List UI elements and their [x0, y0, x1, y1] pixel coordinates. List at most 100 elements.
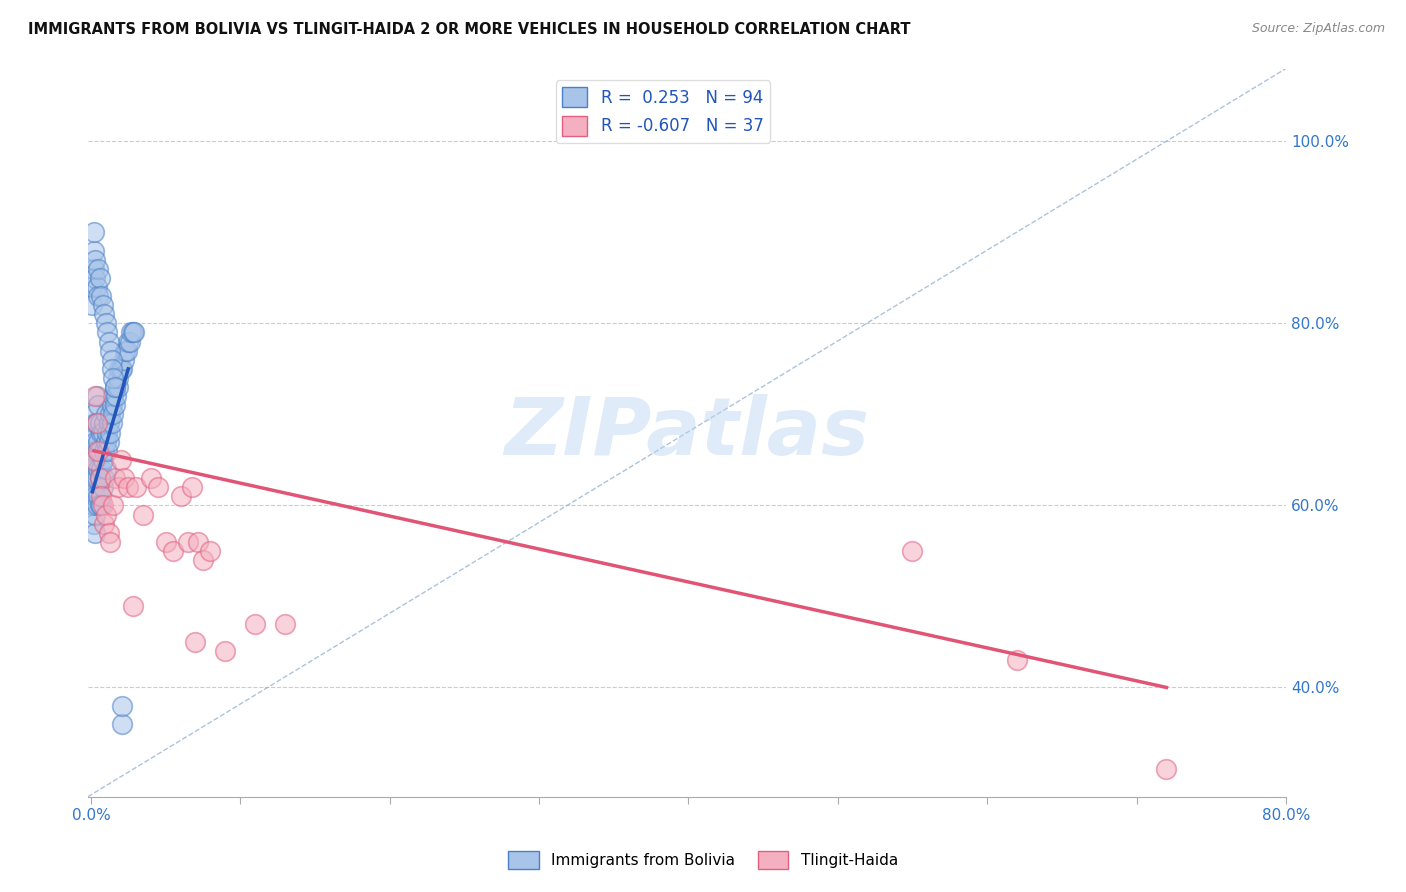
Point	[83, 225, 105, 239]
Point	[89, 443, 111, 458]
Point	[84, 417, 107, 431]
Point	[84, 389, 107, 403]
Point	[97, 334, 120, 349]
Point	[121, 326, 143, 340]
Point	[111, 362, 134, 376]
Point	[82, 280, 104, 294]
Point	[107, 371, 129, 385]
Point	[83, 244, 105, 258]
Point	[91, 480, 114, 494]
Point	[184, 635, 207, 649]
Point	[83, 453, 105, 467]
Point	[83, 480, 105, 494]
Point	[84, 471, 107, 485]
Point	[105, 389, 128, 403]
Point	[87, 489, 110, 503]
Point	[114, 343, 136, 358]
Point	[110, 362, 132, 376]
Point	[101, 398, 124, 412]
Point	[91, 499, 114, 513]
Point	[111, 717, 134, 731]
Point	[83, 462, 105, 476]
Point	[101, 352, 124, 367]
Point	[101, 362, 124, 376]
Point	[96, 425, 118, 440]
Point	[121, 599, 143, 613]
Point	[87, 261, 110, 276]
Point	[96, 326, 118, 340]
Point	[98, 534, 121, 549]
Point	[139, 471, 162, 485]
Point	[82, 298, 104, 312]
Point	[169, 489, 191, 503]
Text: Source: ZipAtlas.com: Source: ZipAtlas.com	[1251, 22, 1385, 36]
Point	[90, 425, 112, 440]
Point	[89, 271, 111, 285]
Point	[84, 508, 107, 522]
Point	[125, 480, 148, 494]
Point	[94, 462, 117, 476]
Point	[83, 425, 105, 440]
Point	[87, 289, 110, 303]
Point	[97, 417, 120, 431]
Legend: Immigrants from Bolivia, Tlingit-Haida: Immigrants from Bolivia, Tlingit-Haida	[502, 845, 904, 875]
Point	[86, 417, 108, 431]
Point	[91, 425, 114, 440]
Point	[901, 544, 924, 558]
Point	[112, 471, 135, 485]
Text: IMMIGRANTS FROM BOLIVIA VS TLINGIT-HAIDA 2 OR MORE VEHICLES IN HOUSEHOLD CORRELA: IMMIGRANTS FROM BOLIVIA VS TLINGIT-HAIDA…	[28, 22, 911, 37]
Point	[97, 525, 120, 540]
Point	[86, 417, 108, 431]
Text: ZIPatlas: ZIPatlas	[505, 393, 869, 472]
Point	[90, 489, 112, 503]
Point	[122, 326, 145, 340]
Point	[191, 553, 214, 567]
Point	[82, 480, 104, 494]
Point	[86, 443, 108, 458]
Point	[82, 453, 104, 467]
Point	[104, 380, 127, 394]
Point	[90, 289, 112, 303]
Point	[82, 471, 104, 485]
Point	[90, 462, 112, 476]
Point	[87, 443, 110, 458]
Point	[112, 352, 135, 367]
Point	[214, 644, 236, 658]
Point	[89, 417, 111, 431]
Point	[98, 343, 121, 358]
Point	[107, 380, 129, 394]
Point	[86, 280, 108, 294]
Point	[101, 417, 124, 431]
Point	[104, 380, 127, 394]
Point	[87, 434, 110, 449]
Point	[120, 326, 142, 340]
Point	[83, 516, 105, 531]
Point	[84, 271, 107, 285]
Point	[104, 471, 127, 485]
Point	[162, 544, 184, 558]
Point	[177, 534, 200, 549]
Point	[108, 362, 131, 376]
Point	[181, 480, 204, 494]
Point	[103, 408, 125, 422]
Point	[94, 317, 117, 331]
Point	[103, 389, 125, 403]
Point	[103, 499, 125, 513]
Point	[1005, 653, 1028, 667]
Point	[90, 499, 112, 513]
Point	[93, 307, 115, 321]
Point	[91, 298, 114, 312]
Point	[84, 489, 107, 503]
Point	[115, 343, 138, 358]
Point	[103, 371, 125, 385]
Point	[94, 408, 117, 422]
Point	[132, 508, 155, 522]
Point	[83, 261, 105, 276]
Point	[93, 471, 115, 485]
Point	[84, 434, 107, 449]
Point	[117, 480, 139, 494]
Point	[89, 471, 111, 485]
Point	[94, 508, 117, 522]
Point	[86, 499, 108, 513]
Point	[104, 398, 127, 412]
